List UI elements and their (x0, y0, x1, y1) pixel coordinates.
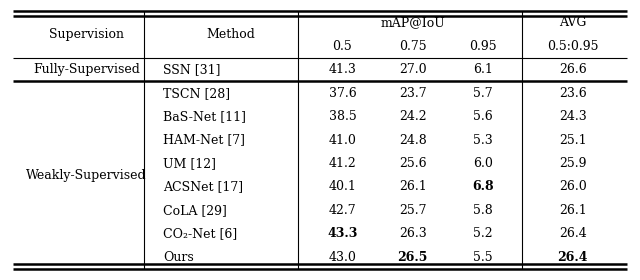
Text: SSN [31]: SSN [31] (163, 63, 221, 76)
Text: 26.0: 26.0 (559, 180, 587, 193)
Text: 23.7: 23.7 (399, 87, 427, 100)
Text: 25.9: 25.9 (559, 157, 586, 170)
Text: BaS-Net [11]: BaS-Net [11] (163, 110, 246, 123)
Text: Ours: Ours (163, 251, 194, 263)
Text: 24.8: 24.8 (399, 134, 427, 146)
Text: UM [12]: UM [12] (163, 157, 216, 170)
Text: 5.2: 5.2 (474, 227, 493, 240)
Text: 6.8: 6.8 (472, 180, 494, 193)
Text: 25.1: 25.1 (559, 134, 587, 146)
Text: 26.3: 26.3 (399, 227, 427, 240)
Text: 26.5: 26.5 (397, 251, 428, 263)
Text: 0.5:0.95: 0.5:0.95 (547, 40, 598, 53)
Text: CO₂-Net [6]: CO₂-Net [6] (163, 227, 237, 240)
Text: 26.6: 26.6 (559, 63, 587, 76)
Text: AVG: AVG (559, 17, 586, 29)
Text: 26.4: 26.4 (557, 251, 588, 263)
Text: 5.5: 5.5 (474, 251, 493, 263)
Text: 6.0: 6.0 (473, 157, 493, 170)
Text: 26.1: 26.1 (559, 204, 587, 217)
Text: 41.3: 41.3 (328, 63, 356, 76)
Text: 5.8: 5.8 (474, 204, 493, 217)
Text: 26.1: 26.1 (399, 180, 427, 193)
Text: 5.6: 5.6 (474, 110, 493, 123)
Text: Supervision: Supervision (49, 28, 124, 41)
Text: 24.2: 24.2 (399, 110, 427, 123)
Text: 0.5: 0.5 (333, 40, 352, 53)
Text: 24.3: 24.3 (559, 110, 587, 123)
Text: 5.7: 5.7 (474, 87, 493, 100)
Text: 26.4: 26.4 (559, 227, 587, 240)
Text: 23.6: 23.6 (559, 87, 587, 100)
Text: 25.7: 25.7 (399, 204, 426, 217)
Text: Fully-Supervised: Fully-Supervised (33, 63, 140, 76)
Text: 41.0: 41.0 (328, 134, 356, 146)
Text: 27.0: 27.0 (399, 63, 427, 76)
Text: 37.6: 37.6 (328, 87, 356, 100)
Text: 43.3: 43.3 (327, 227, 358, 240)
Text: 25.6: 25.6 (399, 157, 427, 170)
Text: 0.75: 0.75 (399, 40, 427, 53)
Text: 40.1: 40.1 (328, 180, 356, 193)
Text: Method: Method (206, 28, 255, 41)
Text: 0.95: 0.95 (469, 40, 497, 53)
Text: ACSNet [17]: ACSNet [17] (163, 180, 243, 193)
Text: 42.7: 42.7 (328, 204, 356, 217)
Text: 43.0: 43.0 (328, 251, 356, 263)
Text: 41.2: 41.2 (328, 157, 356, 170)
Text: mAP@IoU: mAP@IoU (380, 17, 445, 29)
Text: Weakly-Supervised: Weakly-Supervised (26, 169, 147, 182)
Text: HAM-Net [7]: HAM-Net [7] (163, 134, 245, 146)
Text: CoLA [29]: CoLA [29] (163, 204, 227, 217)
Text: 38.5: 38.5 (328, 110, 356, 123)
Text: 6.1: 6.1 (473, 63, 493, 76)
Text: 5.3: 5.3 (474, 134, 493, 146)
Text: TSCN [28]: TSCN [28] (163, 87, 230, 100)
